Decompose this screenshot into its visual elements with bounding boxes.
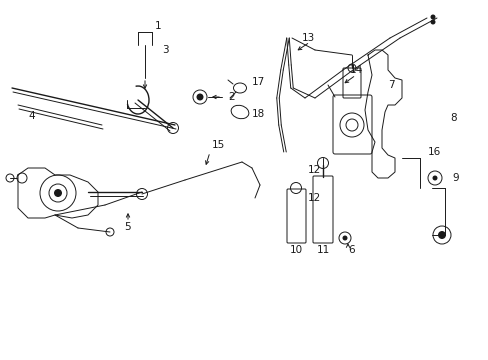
- Text: 18: 18: [251, 109, 264, 119]
- Text: 17: 17: [251, 77, 264, 87]
- Text: 8: 8: [449, 113, 456, 123]
- Text: 6: 6: [347, 245, 354, 255]
- Text: 14: 14: [349, 65, 363, 75]
- Circle shape: [196, 94, 203, 100]
- Circle shape: [437, 231, 445, 239]
- Text: 5: 5: [124, 222, 131, 232]
- Text: 12: 12: [307, 165, 321, 175]
- Text: 15: 15: [211, 140, 224, 150]
- Text: 1: 1: [155, 21, 162, 31]
- Text: 9: 9: [451, 173, 458, 183]
- Circle shape: [54, 189, 62, 197]
- Text: 2: 2: [227, 92, 234, 102]
- Text: 4: 4: [28, 111, 35, 121]
- Circle shape: [429, 19, 435, 24]
- Circle shape: [431, 175, 437, 180]
- Text: 13: 13: [302, 33, 315, 43]
- Text: 3: 3: [162, 45, 168, 55]
- Circle shape: [429, 14, 435, 19]
- Text: 12: 12: [307, 193, 321, 203]
- Text: 16: 16: [427, 147, 440, 157]
- Circle shape: [342, 235, 347, 240]
- Text: 11: 11: [316, 245, 329, 255]
- Text: 7: 7: [387, 80, 394, 90]
- Text: 10: 10: [289, 245, 302, 255]
